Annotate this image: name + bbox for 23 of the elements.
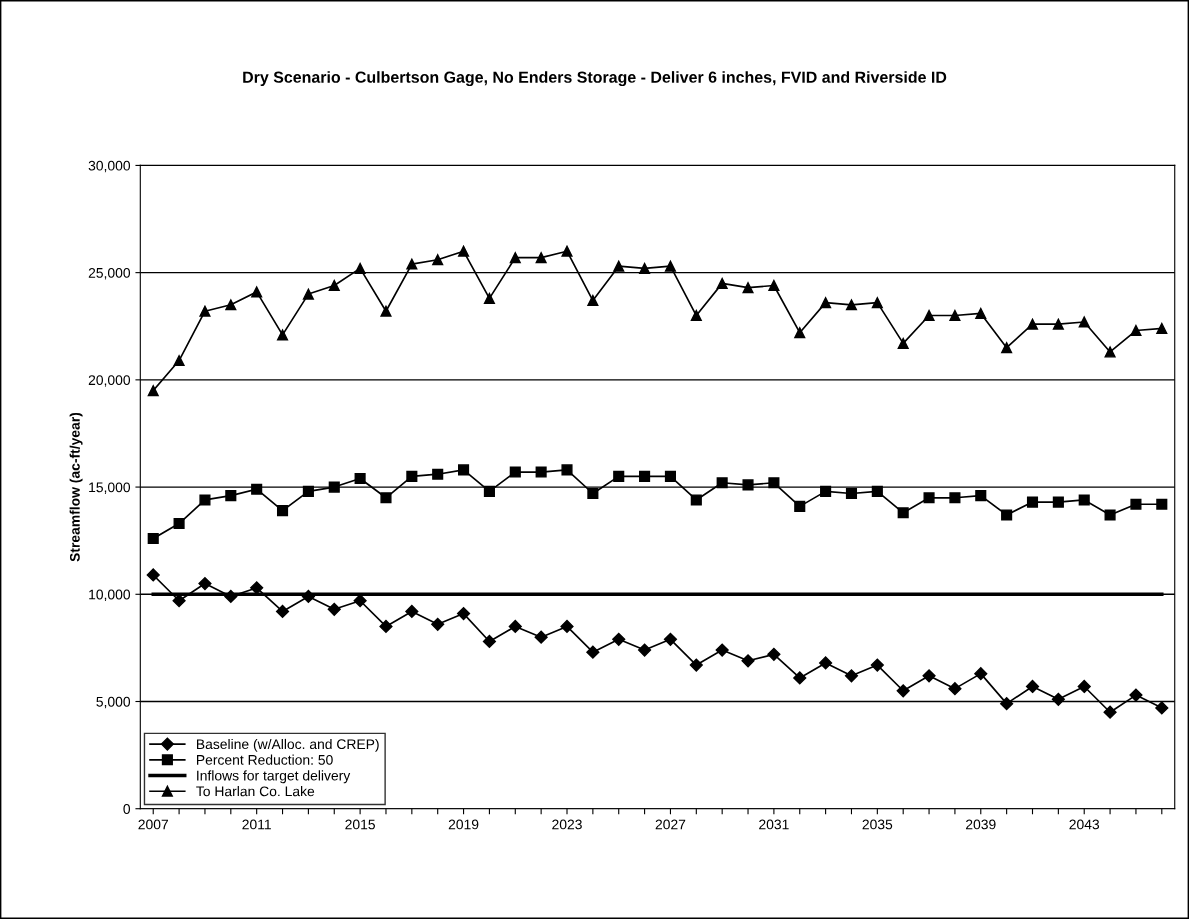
x-tick-label: 2019	[448, 819, 479, 830]
legend-label: Baseline (w/Alloc. and CREP)	[197, 738, 379, 752]
y-tick-label: 20,000	[88, 375, 131, 387]
y-axis-title: Streamflow (ac-ft/year)	[69, 412, 83, 562]
y-tick-label: 10,000	[89, 589, 131, 602]
y-tick-label: 15,000	[89, 482, 131, 494]
chart-title: Dry Scenario - Culbertson Gage, No Enders Storage - Deliver 6 inches, FVID and Riverside ID	[243, 71, 947, 87]
legend-label: Inflows for target delivery	[197, 770, 351, 784]
x-tick-label: 2027	[655, 819, 686, 830]
y-tick-label: 0	[123, 804, 131, 814]
y-tick-label: 25,000	[88, 267, 131, 280]
x-tick-label: 2039	[966, 819, 996, 830]
x-tick-label: 2011	[242, 819, 271, 830]
legend-label: To Harlan Co. Lake	[196, 786, 315, 797]
y-tick-label: 30,000	[88, 160, 131, 173]
legend-label: Percent Reduction: 50	[197, 754, 333, 765]
x-tick-label: 2023	[552, 819, 582, 830]
x-tick-label: 2031	[759, 819, 789, 830]
x-tick-label: 2043	[1069, 819, 1100, 830]
y-tick-label: 5,000	[96, 696, 131, 709]
x-tick-label: 2007	[138, 819, 168, 830]
x-tick-label: 2035	[862, 819, 893, 830]
x-tick-label: 2015	[345, 819, 375, 830]
